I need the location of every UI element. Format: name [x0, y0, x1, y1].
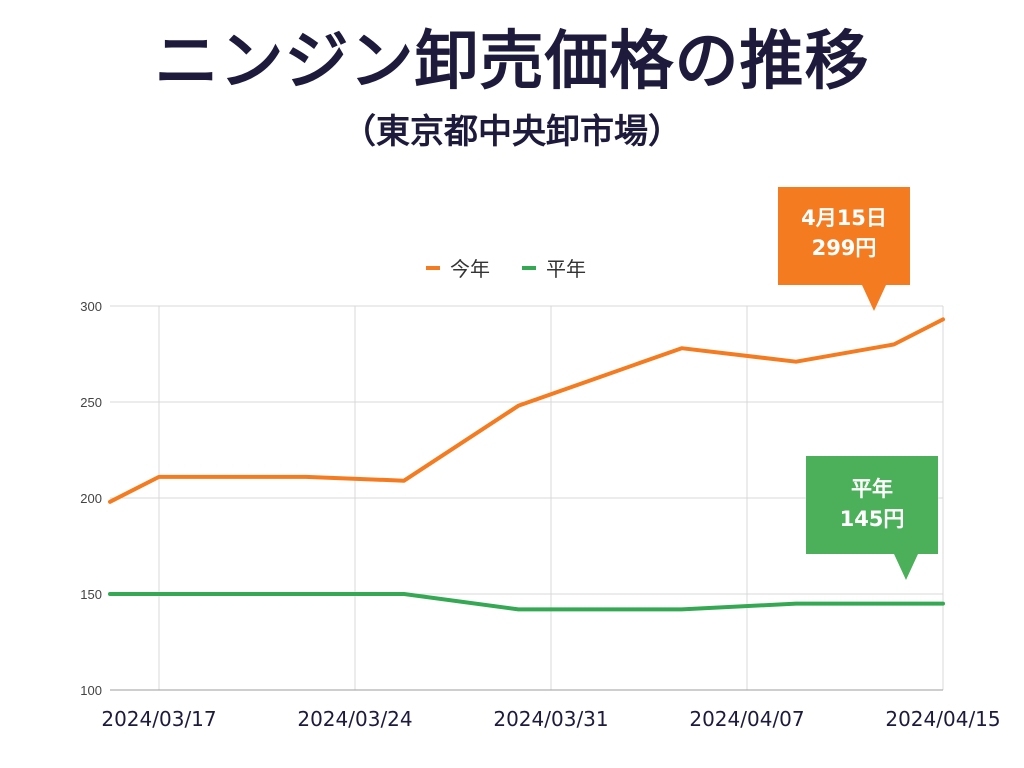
- average-year-callout-price: 145円: [839, 507, 905, 531]
- current-year-callout: 4月15日 299円: [778, 187, 910, 311]
- series-line-average: [108, 592, 945, 612]
- x-tick-label: 2024/03/24: [297, 707, 412, 731]
- chart-title: ニンジン卸売価格の推移: [154, 25, 870, 99]
- y-tick-label: 300: [80, 299, 102, 314]
- x-tick-label: 2024/04/15: [885, 707, 1000, 731]
- y-tick-label: 250: [80, 395, 102, 410]
- callout-pointer: [862, 285, 886, 311]
- average-year-callout-label: 平年: [851, 477, 893, 501]
- chart-subtitle: （東京都中央卸市場）: [342, 112, 682, 152]
- x-tick-label: 2024/03/31: [493, 707, 608, 731]
- callout-pointer: [894, 554, 918, 580]
- current-year-callout-date: 4月15日: [801, 206, 887, 230]
- current-year-callout-price: 299円: [811, 236, 877, 260]
- y-tick-label: 100: [80, 683, 102, 698]
- series-line-this-year: [108, 317, 945, 504]
- x-tick-label: 2024/04/07: [689, 707, 804, 731]
- y-tick-label: 150: [80, 587, 102, 602]
- legend-label: 今年: [450, 257, 490, 281]
- x-tick-label: 2024/03/17: [101, 707, 216, 731]
- legend-label: 平年: [546, 257, 586, 281]
- average-year-callout: 平年 145円: [806, 456, 938, 580]
- y-tick-label: 200: [80, 491, 102, 506]
